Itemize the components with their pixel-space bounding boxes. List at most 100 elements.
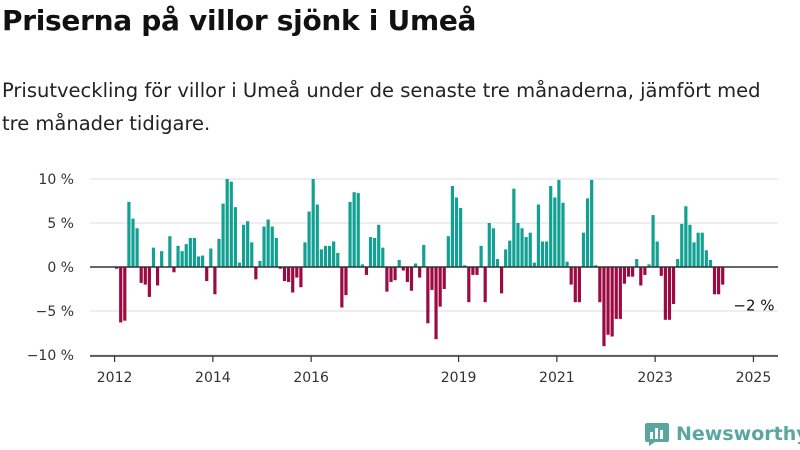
bar-chart-logo-icon	[645, 423, 669, 446]
bar	[454, 197, 459, 267]
bar	[635, 259, 639, 267]
bar	[692, 242, 696, 267]
bar	[536, 204, 541, 267]
bar	[676, 259, 680, 267]
bar	[545, 241, 549, 267]
bar	[168, 236, 172, 267]
bar	[540, 241, 545, 267]
y-tick-label: −5 %	[36, 304, 74, 320]
x-tick-label: 2014	[195, 370, 231, 386]
bar-layer	[115, 179, 725, 347]
label-layer: 10 % 5 % 0 % −5 % −10 % 2012 2014 2016 2019 2021 2…	[27, 172, 775, 386]
y-tick-label: 10 %	[38, 172, 74, 188]
bar	[553, 197, 557, 267]
bar	[418, 267, 422, 278]
bar	[139, 267, 143, 283]
bar	[663, 267, 667, 320]
bar	[237, 262, 242, 267]
bar	[618, 267, 622, 319]
bar	[278, 267, 283, 269]
chart-title: Priserna på villor sjönk i Umeå	[2, 4, 477, 37]
bar	[573, 267, 577, 303]
bar	[565, 261, 569, 267]
bar	[626, 267, 631, 277]
bar	[581, 232, 586, 267]
bar	[266, 219, 270, 267]
bar	[520, 228, 524, 267]
x-tick-label: 2023	[637, 370, 673, 386]
bar	[225, 179, 229, 267]
bar	[508, 240, 512, 267]
bar	[471, 267, 475, 275]
bar	[430, 267, 434, 290]
bar	[467, 267, 471, 303]
bar	[364, 267, 369, 275]
bar	[295, 267, 299, 278]
bar	[475, 267, 479, 275]
bar	[393, 267, 397, 281]
bar	[688, 224, 692, 267]
bar	[172, 267, 176, 273]
bar	[201, 255, 205, 267]
bar	[528, 232, 532, 267]
bar	[291, 267, 295, 293]
bar	[352, 192, 356, 267]
bar	[381, 247, 385, 267]
bar	[569, 267, 573, 285]
bar-chart: 10 % 5 % 0 % −5 % −10 % 2012 2014 2016 2019 2021 2…	[27, 172, 778, 386]
bar	[151, 247, 156, 267]
bar	[495, 259, 500, 267]
bar	[180, 251, 184, 267]
bar	[450, 186, 455, 267]
bar	[246, 221, 250, 267]
newsworthy-logo[interactable]: Newsworthy	[644, 418, 800, 450]
bar	[631, 267, 635, 277]
bar	[270, 226, 274, 267]
bar	[639, 267, 643, 286]
bar	[188, 237, 192, 267]
bar	[115, 267, 119, 269]
bar	[704, 250, 708, 267]
logo-wordmark: Newsworthy	[676, 423, 800, 445]
bar	[155, 267, 160, 286]
bar	[377, 224, 381, 267]
bar	[659, 267, 663, 276]
bar	[311, 179, 315, 267]
bar	[549, 186, 553, 267]
bar	[512, 188, 516, 267]
bar	[434, 267, 438, 340]
bar	[340, 267, 344, 308]
bar	[336, 252, 340, 267]
bar	[647, 264, 651, 267]
x-tick-label: 2021	[539, 370, 575, 386]
bar	[651, 215, 655, 267]
bar	[413, 263, 418, 267]
bar	[319, 249, 323, 267]
bar	[221, 203, 225, 267]
bar	[590, 179, 594, 267]
bar	[516, 223, 520, 267]
bar	[532, 262, 536, 267]
bar	[708, 259, 713, 267]
bar	[356, 193, 360, 267]
bar	[426, 267, 430, 324]
bar	[524, 237, 528, 267]
bar	[127, 201, 131, 267]
bar	[712, 267, 717, 295]
bar	[213, 267, 217, 295]
bar	[147, 267, 151, 297]
bar	[491, 228, 495, 267]
bar	[250, 242, 254, 267]
bar	[119, 267, 123, 323]
bar	[409, 267, 414, 291]
bar	[192, 237, 197, 267]
bar	[622, 267, 627, 284]
y-tick-label: 0 %	[47, 260, 74, 276]
bar	[233, 207, 237, 267]
bar	[684, 206, 688, 267]
bar	[696, 232, 700, 267]
bar	[131, 218, 135, 267]
bar	[463, 265, 467, 267]
bar	[385, 267, 389, 292]
bar	[254, 267, 258, 280]
